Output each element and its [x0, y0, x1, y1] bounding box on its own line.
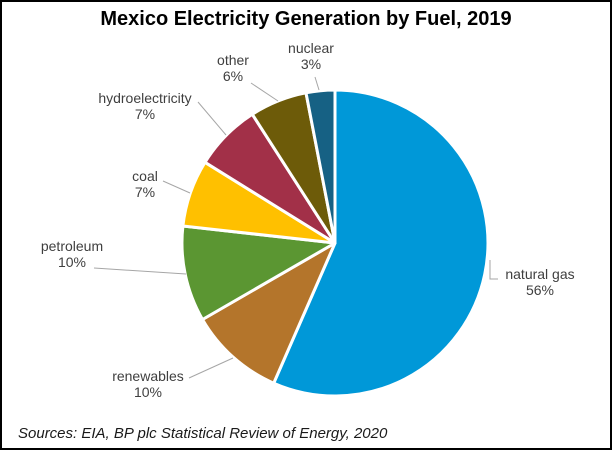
- leader-line-coal: [162, 180, 191, 194]
- label-other-text: other: [217, 52, 249, 68]
- label-natural-gas-text: natural gas: [505, 266, 575, 282]
- label-coal-pct: 7%: [134, 184, 156, 200]
- label-renewables: renewables 10%: [88, 368, 208, 400]
- leader-line-renewables: [188, 357, 234, 379]
- label-nuclear: nuclear 3%: [271, 40, 351, 72]
- leader-line-petroleum: [93, 267, 187, 275]
- label-other: other 6%: [193, 52, 273, 84]
- label-hydroelectricity-text: hydroelectricity: [98, 90, 192, 106]
- label-renewables-text: renewables: [112, 368, 184, 384]
- label-natural-gas: natural gas 56%: [494, 266, 586, 298]
- leader-line-hydroelectricity: [197, 101, 227, 136]
- label-other-pct: 6%: [222, 68, 244, 84]
- leader-line-nuclear: [314, 76, 320, 91]
- chart-title: Mexico Electricity Generation by Fuel, 2…: [100, 8, 512, 30]
- label-coal-text: coal: [132, 168, 158, 184]
- label-coal: coal 7%: [105, 168, 185, 200]
- label-nuclear-text: nuclear: [288, 40, 334, 56]
- label-hydroelectricity: hydroelectricity 7%: [57, 90, 233, 122]
- source-note: Sources: EIA, BP plc Statistical Review …: [18, 425, 388, 442]
- leader-line-other: [250, 82, 279, 102]
- label-hydroelectricity-pct: 7%: [134, 106, 156, 122]
- pie-slice-natural-gas: [272, 88, 490, 398]
- leader-line-natural-gas: [489, 260, 498, 280]
- pie-slice-renewables: [201, 241, 337, 385]
- label-natural-gas-pct: 56%: [525, 282, 555, 298]
- label-petroleum: petroleum 10%: [17, 238, 127, 270]
- label-renewables-pct: 10%: [133, 384, 163, 400]
- pie-slice-nuclear: [304, 88, 337, 245]
- label-petroleum-text: petroleum: [40, 238, 104, 254]
- label-nuclear-pct: 3%: [300, 56, 322, 72]
- label-petroleum-pct: 10%: [57, 254, 87, 270]
